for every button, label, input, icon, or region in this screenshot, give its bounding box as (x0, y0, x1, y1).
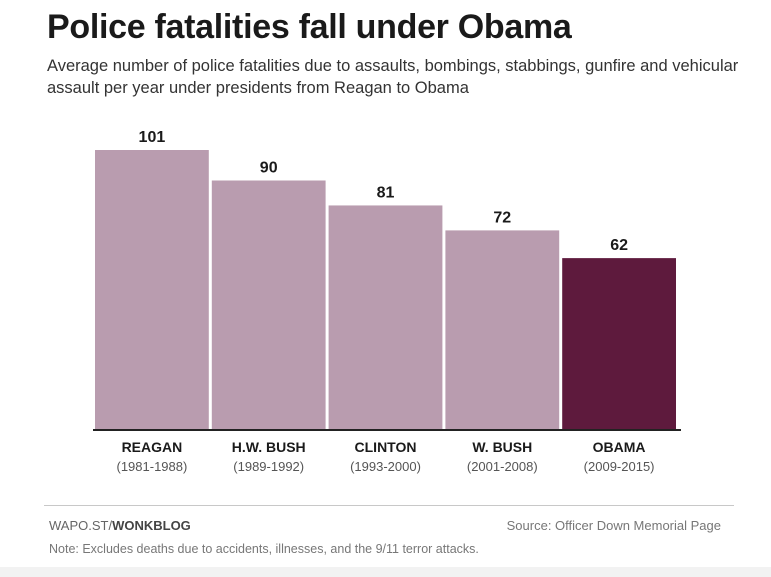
category-label-1: H.W. BUSH (232, 439, 306, 455)
credit-brand: WONKBLOG (112, 518, 191, 533)
value-label-4: 62 (610, 237, 628, 254)
bottom-band (0, 567, 771, 577)
bar-2 (328, 205, 443, 430)
category-label-4: OBAMA (593, 439, 646, 455)
period-label-1: (1989-1992) (233, 459, 304, 474)
footnote: Note: Excludes deaths due to accidents, … (49, 542, 479, 556)
value-label-1: 90 (260, 159, 278, 176)
bar-1 (211, 180, 326, 430)
bar-chart: 101 REAGAN (1981-1988) 90 H.W. BUSH (1989-199… (93, 129, 681, 474)
chart-subtitle: Average number of police fatalities due … (47, 57, 739, 97)
value-label-2: 81 (377, 184, 395, 201)
footer-credit: WAPO.ST/WONKBLOG (49, 518, 191, 533)
period-label-0: (1981-1988) (116, 459, 187, 474)
period-label-2: (1993-2000) (350, 459, 421, 474)
credit-prefix: WAPO.ST/ (49, 518, 113, 533)
category-label-2: CLINTON (355, 439, 417, 455)
bar-4 (562, 258, 676, 430)
source-text: Source: Officer Down Memorial Page (506, 518, 721, 533)
chart-title: Police fatalities fall under Obama (47, 8, 572, 46)
footer-divider (44, 505, 734, 506)
period-label-3: (2001-2008) (467, 459, 538, 474)
value-label-0: 101 (139, 129, 166, 146)
value-label-3: 72 (493, 209, 511, 226)
bar-0 (95, 150, 209, 430)
period-label-4: (2009-2015) (584, 459, 655, 474)
category-label-0: REAGAN (122, 439, 183, 455)
category-label-3: W. BUSH (472, 439, 532, 455)
bar-3 (445, 230, 560, 430)
